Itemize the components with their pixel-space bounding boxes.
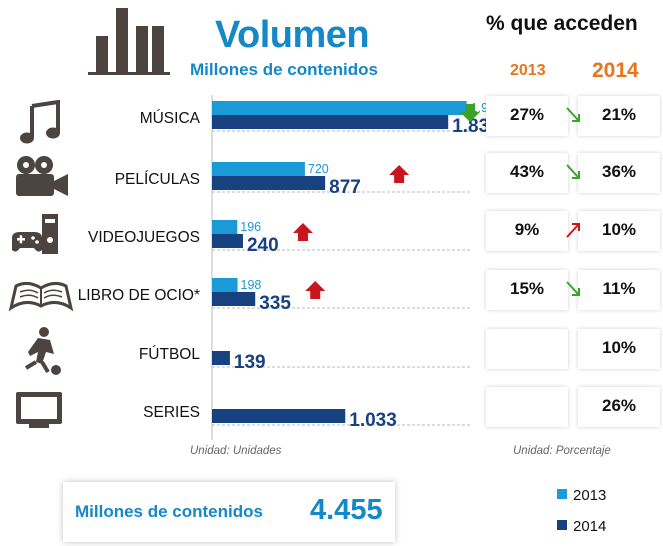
football-player-icon <box>24 327 61 375</box>
bar-label-2014: 877 <box>329 177 361 198</box>
film-camera-icon <box>16 156 68 196</box>
percent-value-2014: 10% <box>601 220 637 239</box>
percent-cell-2013 <box>486 96 568 136</box>
percent-cell-2014 <box>578 153 660 193</box>
total-box <box>63 482 395 542</box>
bar-label-2014: 335 <box>259 293 291 314</box>
bar-2014 <box>212 292 256 306</box>
bar-2014 <box>212 176 326 190</box>
bar-2014 <box>212 409 346 423</box>
category-label-football: FÚTBOL <box>138 346 200 363</box>
unit-label-volume: Unidad: Unidades <box>190 445 282 457</box>
bar-2013 <box>212 278 238 292</box>
bar-label-2013: 720 <box>308 162 329 176</box>
legend-swatch-2014 <box>557 520 567 530</box>
percent-title: % que acceden <box>486 12 638 35</box>
trend-arrow-up <box>292 223 313 241</box>
trend-arrow-down <box>460 104 480 122</box>
percent-value-2013: 43% <box>509 162 545 181</box>
bar-2014 <box>212 351 230 365</box>
percent-cell-2014 <box>578 329 660 369</box>
legend-label-2013: 2013 <box>573 487 607 504</box>
category-label-videogames: VIDEOJUEGOS <box>88 229 200 246</box>
year-2013-header: 2013 <box>510 62 546 79</box>
percent-value-2014: 10% <box>601 338 637 357</box>
percent-cell-2014 <box>578 387 660 427</box>
percent-value-2013: 27% <box>509 105 545 124</box>
unit-label-percent: Unidad: Porcentaje <box>513 445 611 457</box>
percent-cell-2014 <box>578 96 660 136</box>
percent-cell-2014 <box>578 211 660 251</box>
percent-cell-2014 <box>578 270 660 310</box>
bar-2014 <box>212 234 243 248</box>
total-value: 4.455 <box>310 494 383 526</box>
category-label-series: SERIES <box>143 404 200 421</box>
percent-value-2014: 11% <box>602 279 636 298</box>
bar-2014 <box>212 115 449 129</box>
tv-icon <box>16 392 62 428</box>
bar-label-2014: 1.033 <box>349 410 397 431</box>
percent-cell-2013 <box>486 153 568 193</box>
total-label: Millones de contenidos <box>75 502 263 521</box>
percent-value-2014: 36% <box>601 162 637 181</box>
bar-label-2014: 240 <box>247 235 279 256</box>
percent-value-2013: 15% <box>509 279 545 298</box>
percent-cell-2013 <box>486 270 568 310</box>
percent-cell-2013 <box>486 329 568 369</box>
bar-2013 <box>212 101 467 115</box>
percent-cell-2013 <box>486 387 568 427</box>
bar-label-2014: 139 <box>234 352 266 373</box>
chart-title: Volumen <box>215 14 370 56</box>
bar-label-2013: 196 <box>240 220 261 234</box>
bar-chart-icon <box>88 8 170 75</box>
bar-2013 <box>212 220 238 234</box>
year-2014-header: 2014 <box>592 59 639 82</box>
category-label-books: LIBRO DE OCIO* <box>77 287 200 304</box>
percent-value-2013: 9% <box>514 220 540 239</box>
trend-arrow-up <box>305 281 326 299</box>
legend-swatch-2013 <box>557 489 567 499</box>
trend-arrow-up <box>389 165 410 183</box>
bar-2013 <box>212 162 305 176</box>
chart-subtitle: Millones de contenidos <box>190 60 378 79</box>
category-label-movies: PELÍCULAS <box>114 171 200 188</box>
percent-value-2014: 26% <box>601 396 637 415</box>
music-note-icon <box>20 100 60 144</box>
legend-label-2014: 2014 <box>573 518 607 535</box>
open-book-icon <box>8 281 74 312</box>
percent-value-2014: 21% <box>601 105 637 124</box>
percent-cell-2013 <box>486 211 568 251</box>
category-label-music: MÚSICA <box>139 110 200 127</box>
bar-label-2013: 198 <box>241 278 262 292</box>
game-console-icon <box>12 214 58 254</box>
